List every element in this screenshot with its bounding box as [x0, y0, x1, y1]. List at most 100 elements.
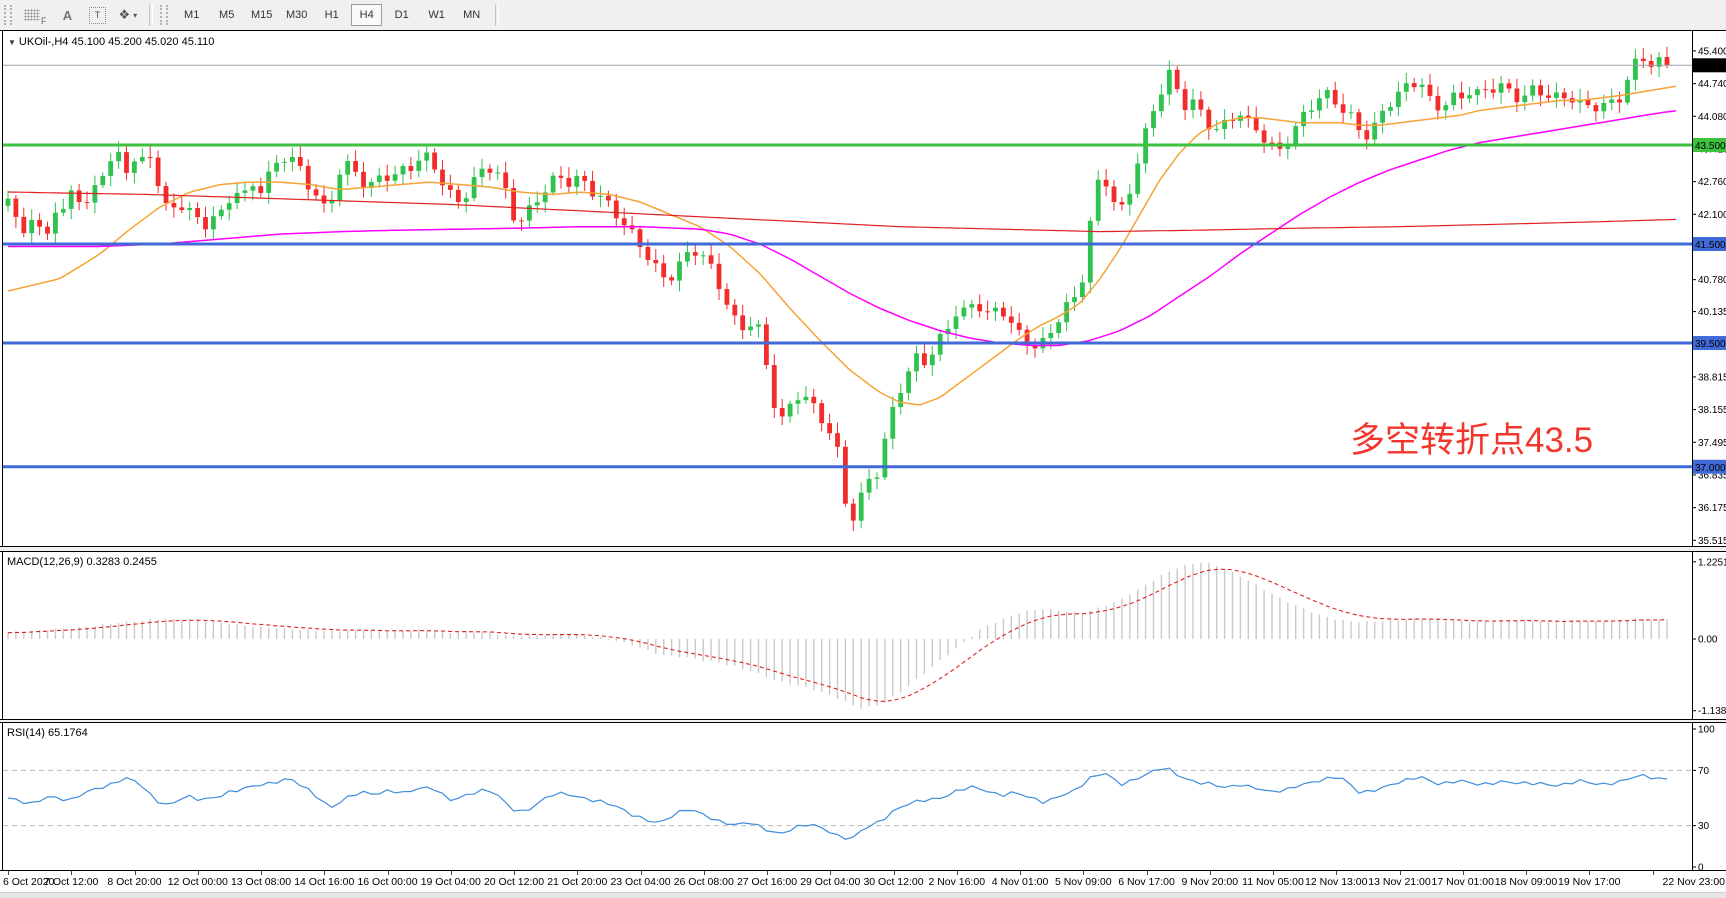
tf-h4-button[interactable]: H4 — [351, 4, 383, 26]
macd-label: MACD(12,26,9) 0.3283 0.2455 — [7, 556, 157, 568]
grid-icon — [24, 9, 40, 21]
symbol-text: UKOil-,H4 45.100 45.200 45.020 45.110 — [18, 36, 215, 48]
time-tick — [893, 871, 895, 875]
time-label: 20 Oct 12:00 — [483, 876, 545, 888]
chevron-down-icon: ▾ — [133, 10, 138, 20]
time-tick — [830, 871, 832, 875]
time-tick — [1399, 871, 1401, 875]
main-chart-panel[interactable]: 45.40044.74044.08043.42042.76042.10041.4… — [0, 30, 1726, 547]
time-label: 5 Nov 09:00 — [1054, 876, 1112, 888]
time-tick — [1589, 871, 1591, 875]
font-tool-icon: A — [62, 7, 73, 23]
time-label: 19 Nov 17:00 — [1558, 876, 1621, 888]
time-tick — [1209, 871, 1211, 875]
time-label: 16 Oct 00:00 — [357, 876, 418, 888]
objects-tool-button[interactable]: ❖ ▾ — [115, 3, 142, 27]
time-tick — [1652, 871, 1654, 875]
time-label: 7 Oct 12:00 — [44, 876, 99, 888]
toolbar-separator — [149, 4, 154, 26]
scrollbar-strip[interactable] — [0, 892, 1726, 898]
time-label: 17 Nov 01:00 — [1431, 876, 1494, 888]
text-tool-icon: T — [89, 6, 106, 24]
time-tick — [387, 871, 389, 875]
time-label: 27 Oct 16:00 — [736, 876, 798, 888]
time-label: 12 Nov 13:00 — [1305, 876, 1368, 888]
svg-text:43.500: 43.500 — [1695, 141, 1726, 152]
time-tick — [324, 871, 326, 875]
chart-annotation: 多空转折点43.5 — [1350, 421, 1594, 460]
price-axis[interactable] — [1693, 30, 1726, 871]
tf-m30-button[interactable]: M30 — [281, 4, 312, 26]
text-tool-button[interactable]: T — [85, 3, 111, 27]
timeframe-grip[interactable] — [160, 5, 169, 25]
time-tick — [1273, 871, 1274, 875]
grid-f-icon[interactable]: F — [20, 3, 51, 27]
svg-text:40.780: 40.780 — [1698, 275, 1726, 286]
collapse-arrow-icon: ▼ — [8, 38, 16, 47]
tf-m1-button[interactable]: M1 — [176, 4, 207, 26]
svg-text:42.100: 42.100 — [1698, 210, 1726, 221]
time-tick — [703, 871, 705, 875]
svg-text:100: 100 — [1698, 725, 1715, 736]
time-label: 30 Oct 12:00 — [863, 876, 924, 888]
main-chart-canvas[interactable]: 45.40044.74044.08043.42042.76042.10041.4… — [0, 31, 1726, 546]
tf-m5-button[interactable]: M5 — [211, 4, 242, 26]
rsi-canvas[interactable]: 100 70 30 0 — [0, 723, 1726, 870]
time-tick — [1336, 871, 1338, 875]
time-tick — [1146, 871, 1148, 875]
rsi-label: RSI(14) 65.1764 — [7, 727, 88, 739]
time-label: 14 Oct 16:00 — [294, 876, 355, 888]
font-tool-button[interactable]: A — [55, 3, 81, 27]
toolbar-grip[interactable] — [4, 5, 12, 25]
time-label: 8 Oct 20:00 — [107, 876, 162, 888]
svg-text:36.835: 36.835 — [1698, 470, 1726, 481]
time-tick — [1462, 871, 1464, 875]
svg-text:45.110: 45.110 — [1695, 61, 1725, 72]
svg-text:35.515: 35.515 — [1698, 536, 1726, 546]
time-label: 29 Oct 04:00 — [800, 876, 861, 888]
timeframe-group: M1 M5 M15 M30 H1 H4 D1 W1 MN — [174, 4, 489, 26]
svg-text:39.500: 39.500 — [1695, 339, 1726, 350]
time-tick — [197, 871, 199, 875]
svg-text:-1.1383: -1.1383 — [1698, 706, 1726, 717]
time-axis[interactable]: 6 Oct 2020 7 Oct 12:00 8 Oct 20:00 12 Oct 0… — [0, 871, 1726, 892]
time-tick — [767, 871, 768, 875]
svg-text:40.135: 40.135 — [1698, 307, 1726, 318]
time-tick — [134, 871, 136, 875]
svg-text:38.815: 38.815 — [1698, 372, 1726, 383]
time-tick — [8, 871, 9, 875]
svg-text:42.760: 42.760 — [1698, 177, 1726, 188]
time-tick — [1020, 871, 1021, 875]
tf-d1-button[interactable]: D1 — [386, 4, 417, 26]
objects-tool-icon: ❖ — [118, 7, 131, 22]
macd-panel[interactable]: 1.2251 0.00 -1.1383 MACD(12,26,9) 0.3283 0… — [0, 551, 1726, 720]
svg-text:38.155: 38.155 — [1698, 405, 1726, 416]
rsi-panel[interactable]: 100 70 30 0 RSI(14) 65.1764 — [0, 722, 1726, 871]
time-tick — [956, 871, 958, 875]
tf-h1-button[interactable]: H1 — [316, 4, 347, 26]
time-tick — [640, 871, 642, 875]
svg-text:37.495: 37.495 — [1698, 438, 1726, 449]
svg-text:70: 70 — [1698, 766, 1710, 777]
time-label: 13 Oct 08:00 — [230, 876, 292, 888]
svg-text:44.080: 44.080 — [1698, 112, 1726, 123]
svg-text:30: 30 — [1698, 821, 1710, 832]
tf-m15-button[interactable]: M15 — [246, 4, 277, 26]
time-label: 6 Oct 2020 — [3, 876, 55, 888]
time-label: 19 Oct 04:00 — [420, 876, 481, 888]
time-label: 21 Oct 20:00 — [547, 876, 608, 888]
time-label: 9 Nov 20:00 — [1181, 876, 1239, 888]
time-label: 26 Oct 08:00 — [673, 876, 734, 888]
time-tick — [71, 871, 73, 875]
time-tick — [450, 871, 452, 875]
svg-text:41.500: 41.500 — [1695, 240, 1726, 251]
time-label: 23 Oct 04:00 — [610, 876, 671, 888]
toolbar-separator-2 — [495, 4, 500, 26]
tf-w1-button[interactable]: W1 — [421, 4, 452, 26]
tf-mn-button[interactable]: MN — [456, 4, 487, 26]
time-label: 11 Nov 05:00 — [1242, 876, 1304, 888]
time-label: 12 Oct 00:00 — [167, 876, 228, 888]
time-label: 4 Nov 01:00 — [991, 876, 1049, 888]
macd-canvas[interactable]: 1.2251 0.00 -1.1383 — [0, 552, 1726, 719]
